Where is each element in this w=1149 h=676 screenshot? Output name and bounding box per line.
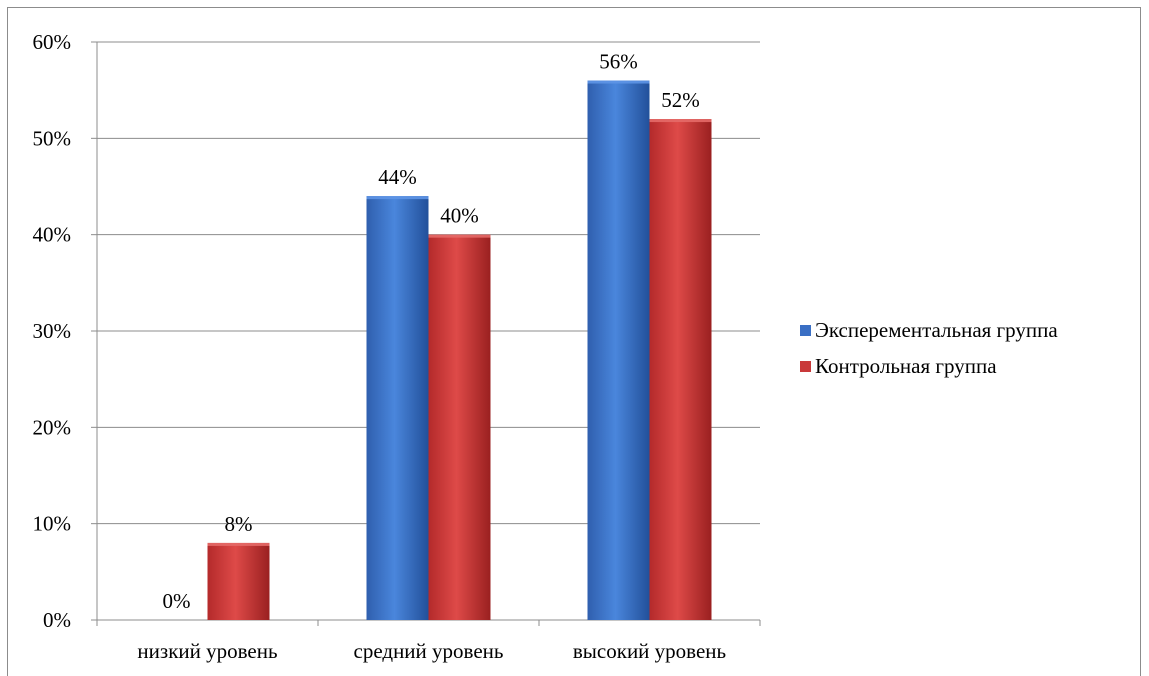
x-axis: низкий уровень средний уровень высокий уро… [96, 619, 761, 663]
y-tick-label: 60% [33, 30, 72, 54]
x-tick-label: высокий уровень [573, 639, 726, 663]
legend-label-control: Контрольная группа [815, 353, 997, 378]
legend-item-experimental: Эксперементальная группа [800, 312, 1058, 348]
y-tick-label: 40% [33, 223, 72, 247]
y-tick-label: 0% [43, 608, 71, 632]
x-tick-label: низкий уровень [137, 639, 277, 663]
data-label: 44% [378, 165, 417, 189]
data-label: 8% [225, 512, 253, 536]
y-tick-label: 20% [33, 415, 72, 439]
data-label: 56% [599, 50, 638, 74]
bar [207, 542, 270, 620]
bar [587, 80, 650, 621]
bar-top-highlight [428, 234, 491, 238]
legend: Эксперементальная группа Контрольная гру… [800, 312, 1058, 384]
bars [207, 80, 712, 621]
bar [366, 196, 429, 620]
chart-frame [7, 7, 1141, 676]
bar-top-highlight [649, 119, 712, 123]
legend-item-control: Контрольная группа [800, 348, 1058, 384]
y-tick-label: 10% [33, 512, 72, 536]
bar-top-highlight [366, 196, 429, 200]
data-label: 40% [440, 204, 479, 228]
legend-swatch-control [800, 360, 811, 372]
data-label: 52% [661, 88, 700, 112]
bar [428, 234, 491, 620]
y-tick-label: 50% [33, 126, 72, 150]
legend-swatch-experimental [800, 324, 811, 336]
bar [649, 119, 712, 621]
data-labels: 0% 44% 56% 8% 40% 52% [163, 50, 700, 613]
y-axis: 0% 10% 20% 30% 40% 50% 60% [33, 30, 98, 632]
bar-top-highlight [587, 80, 650, 84]
y-tick-label: 30% [33, 319, 72, 343]
x-tick-label: средний уровень [354, 639, 504, 663]
bar-top-highlight [207, 542, 270, 546]
data-label: 0% [163, 589, 191, 613]
legend-label-experimental: Эксперементальная группа [815, 317, 1058, 342]
